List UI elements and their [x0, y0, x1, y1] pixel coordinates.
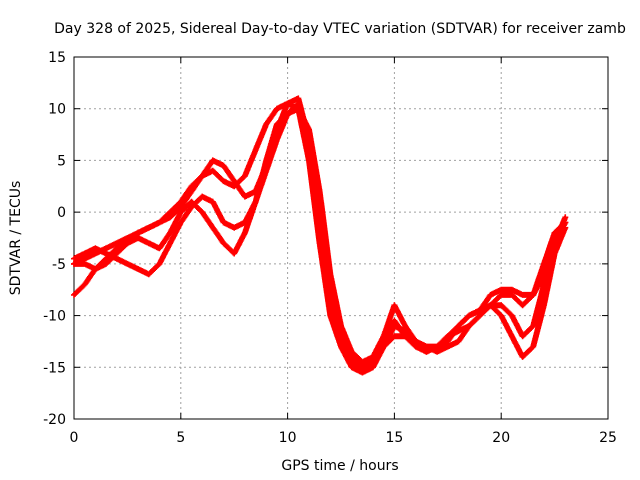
x-tick-label: 20 — [492, 430, 510, 446]
x-tick-label: 15 — [385, 430, 403, 446]
series-markers — [71, 105, 569, 366]
y-tick-label: 0 — [57, 205, 66, 221]
series-markers — [71, 100, 569, 376]
plot-frame — [73, 56, 609, 420]
y-tick-label: -10 — [43, 309, 66, 325]
y-tick-label: -5 — [52, 257, 66, 273]
y-tick-label: 15 — [48, 50, 66, 66]
series-track-c — [71, 100, 569, 376]
data-marks — [71, 95, 569, 376]
y-tick-label: 5 — [57, 153, 66, 169]
series-track-d — [71, 105, 569, 366]
chart-title: Day 328 of 2025, Sidereal Day-to-day VTE… — [54, 21, 626, 37]
x-tick-label: 5 — [176, 430, 185, 446]
x-tick-label: 0 — [70, 430, 79, 446]
y-tick-label: 10 — [48, 102, 66, 118]
y-axis-label: SDTVAR / TECUs — [8, 181, 24, 296]
x-axis-label: GPS time / hours — [281, 458, 398, 474]
y-tick-label: -15 — [43, 360, 66, 376]
grid — [74, 57, 608, 419]
x-tick-label: 10 — [279, 430, 297, 446]
x-tick-label: 25 — [599, 430, 617, 446]
axis-ticks: 0 5 10 15 20 25 -20 -15 -10 -5 0 5 10 15 — [43, 50, 617, 446]
y-tick-label: -20 — [43, 412, 66, 428]
